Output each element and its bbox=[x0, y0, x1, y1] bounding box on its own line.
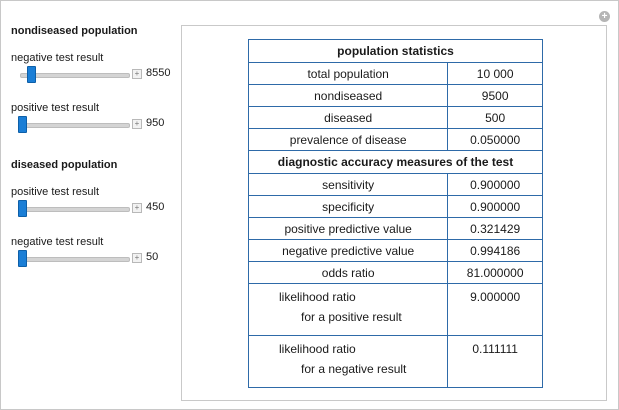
row-label: positive predictive value bbox=[247, 217, 449, 240]
row-label: nondiseased bbox=[247, 84, 449, 107]
diseased-negative-slider[interactable]: + 50 bbox=[11, 250, 171, 267]
slider-value: 8550 bbox=[146, 67, 171, 79]
table-row: prevalence of disease 0.050000 bbox=[247, 128, 543, 151]
row-value: 9.000000 bbox=[447, 283, 543, 336]
slider-value: 50 bbox=[146, 251, 159, 263]
table-row: negative predictive value 0.994186 bbox=[247, 239, 543, 262]
row-label: specificity bbox=[247, 195, 449, 218]
table-row: total population 10 000 bbox=[247, 62, 543, 85]
table-row: likelihood ratio for a positive result 9… bbox=[247, 283, 543, 336]
table-row: odds ratio 81.000000 bbox=[247, 261, 543, 284]
table-row: nondiseased 9500 bbox=[247, 84, 543, 107]
nondiseased-negative-slider[interactable]: + 8550 bbox=[11, 66, 171, 83]
population-statistics-header: population statistics bbox=[248, 39, 543, 63]
slider-track[interactable] bbox=[20, 207, 130, 212]
plus-box-icon[interactable]: + bbox=[132, 119, 142, 129]
plus-box-icon[interactable]: + bbox=[132, 253, 142, 263]
row-label-line2: for a negative result bbox=[301, 362, 407, 376]
diseased-negative-label: negative test result bbox=[11, 236, 104, 248]
row-label-line2: for a positive result bbox=[301, 310, 402, 324]
row-value: 500 bbox=[447, 106, 543, 129]
slider-thumb[interactable] bbox=[18, 116, 27, 133]
row-label: likelihood ratio for a negative result bbox=[247, 335, 449, 388]
output-panel: population statistics total population 1… bbox=[181, 25, 607, 401]
slider-thumb[interactable] bbox=[27, 66, 36, 83]
row-value: 0.050000 bbox=[447, 128, 543, 151]
row-label: prevalence of disease bbox=[247, 128, 449, 151]
row-value: 0.321429 bbox=[447, 217, 543, 240]
nondiseased-positive-label: positive test result bbox=[11, 102, 100, 114]
slider-value: 950 bbox=[146, 117, 165, 129]
diseased-title: diseased population bbox=[11, 159, 118, 171]
table-row: diseased 500 bbox=[247, 106, 543, 129]
row-value: 0.994186 bbox=[447, 239, 543, 262]
row-label: total population bbox=[247, 62, 449, 85]
row-label: negative predictive value bbox=[247, 239, 449, 262]
slider-value: 450 bbox=[146, 201, 165, 213]
slider-track[interactable] bbox=[20, 73, 130, 78]
nondiseased-positive-slider[interactable]: + 950 bbox=[11, 116, 171, 133]
row-label-line1: likelihood ratio bbox=[279, 342, 356, 356]
slider-track[interactable] bbox=[20, 257, 130, 262]
nondiseased-title: nondiseased population bbox=[11, 25, 138, 37]
row-label: sensitivity bbox=[247, 173, 449, 196]
slider-thumb[interactable] bbox=[18, 250, 27, 267]
row-value: 0.111111 bbox=[447, 335, 543, 388]
plus-circle-icon[interactable]: + bbox=[599, 11, 610, 22]
table-row: likelihood ratio for a negative result 0… bbox=[247, 335, 543, 388]
table-header: population statistics bbox=[248, 39, 543, 63]
row-label: odds ratio bbox=[247, 261, 449, 284]
table-row: sensitivity 0.900000 bbox=[247, 173, 543, 196]
table-header: diagnostic accuracy measures of the test bbox=[248, 150, 543, 174]
diseased-positive-label: positive test result bbox=[11, 186, 100, 198]
diseased-positive-slider[interactable]: + 450 bbox=[11, 200, 171, 217]
statistics-table: population statistics total population 1… bbox=[247, 39, 543, 388]
plus-box-icon[interactable]: + bbox=[132, 69, 142, 79]
table-row: specificity 0.900000 bbox=[247, 195, 543, 218]
row-label-line1: likelihood ratio bbox=[279, 290, 356, 304]
slider-thumb[interactable] bbox=[18, 200, 27, 217]
row-label: likelihood ratio for a positive result bbox=[247, 283, 449, 336]
row-value: 0.900000 bbox=[447, 195, 543, 218]
row-value: 0.900000 bbox=[447, 173, 543, 196]
row-value: 10 000 bbox=[447, 62, 543, 85]
table-row: positive predictive value 0.321429 bbox=[247, 217, 543, 240]
slider-track[interactable] bbox=[20, 123, 130, 128]
row-value: 9500 bbox=[447, 84, 543, 107]
accuracy-measures-header: diagnostic accuracy measures of the test bbox=[248, 150, 543, 174]
row-value: 81.000000 bbox=[447, 261, 543, 284]
controls-panel: nondiseased population negative test res… bbox=[11, 25, 171, 267]
nondiseased-negative-label: negative test result bbox=[11, 52, 104, 64]
plus-box-icon[interactable]: + bbox=[132, 203, 142, 213]
row-label: diseased bbox=[247, 106, 449, 129]
